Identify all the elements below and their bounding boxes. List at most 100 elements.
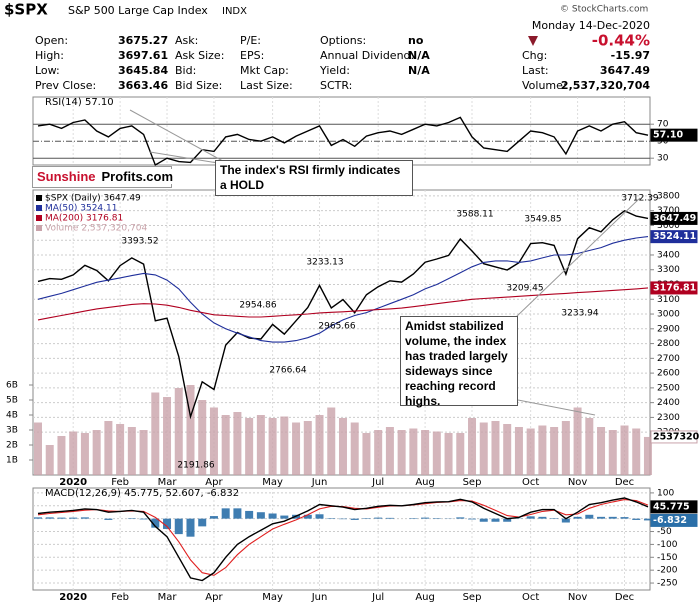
- y-tick-label: 3400: [657, 250, 680, 260]
- bar: [479, 422, 488, 475]
- bar: [421, 517, 430, 519]
- value-badge: [650, 513, 698, 527]
- x-tick-label: Aug: [415, 477, 435, 488]
- value-badge-label: 45.775: [653, 501, 690, 512]
- field-value: 2,537,320,704: [561, 79, 650, 92]
- bar: [643, 436, 652, 475]
- bar: [362, 433, 371, 475]
- series-line: [37, 287, 649, 321]
- field-label: Bid:: [175, 64, 196, 77]
- x-tick-label: Nov: [568, 477, 588, 488]
- bar: [34, 517, 42, 519]
- x-tick-label: Jun: [311, 592, 328, 603]
- bar: [80, 433, 89, 475]
- legend-swatch: [36, 225, 42, 231]
- symbol: $SPX: [4, 1, 48, 19]
- y-tick-label: -200: [657, 566, 678, 576]
- bar: [338, 418, 347, 475]
- bar: [550, 427, 559, 475]
- bar: [374, 430, 383, 475]
- value-badge: [650, 128, 698, 142]
- value-badge-label: 3647.49: [653, 213, 696, 224]
- series-line: [37, 497, 649, 582]
- field-label: Open:: [35, 34, 68, 47]
- x-tick-label: Jun: [311, 477, 328, 488]
- bar: [385, 517, 394, 519]
- bar: [608, 430, 617, 475]
- bar: [198, 400, 207, 475]
- bar: [127, 518, 136, 519]
- pointers: [129, 109, 641, 416]
- series-line: [37, 116, 649, 167]
- bar: [245, 418, 254, 475]
- y-tick-label: 3300: [657, 265, 680, 275]
- y-tick-label: 2400: [657, 398, 680, 408]
- x-tick-label: Dec: [615, 592, 634, 603]
- pointer: [129, 109, 231, 166]
- field-label: Last:: [522, 64, 549, 77]
- bar: [573, 516, 582, 519]
- bar: [385, 427, 394, 475]
- field-label: Mkt Cap:: [240, 64, 289, 77]
- down-arrow: [528, 36, 538, 46]
- legend-entry: MA(200) 3176.81: [45, 214, 123, 224]
- y-tick-label: 100: [657, 488, 674, 498]
- bar: [526, 428, 535, 475]
- y-tick-label: 30: [657, 154, 669, 164]
- bar: [280, 416, 289, 475]
- y-tick-label: 2800: [657, 339, 680, 349]
- bar: [69, 431, 78, 475]
- bar: [468, 418, 477, 475]
- value-badge: [650, 281, 698, 295]
- panel-title: RSI(14) 57.10: [45, 97, 114, 108]
- y-tick-label: 3000: [657, 310, 680, 320]
- bar: [280, 515, 289, 519]
- price-label: 2965.66: [318, 322, 355, 332]
- field-label: SCTR:: [320, 79, 352, 92]
- field-label: Chg:: [522, 49, 547, 62]
- bar: [503, 424, 512, 475]
- field-label: Prev Close:: [35, 79, 96, 92]
- value-badge-label: 3524.11: [653, 231, 696, 242]
- price-label: 3209.45: [506, 284, 543, 294]
- field-value: -0.44%: [592, 32, 650, 50]
- field-label: Low:: [35, 64, 60, 77]
- bar: [432, 431, 441, 475]
- x-tick-label: Apr: [205, 477, 223, 488]
- x-tick-label: Apr: [205, 592, 223, 603]
- index-name: S&P 500 Large Cap Index: [68, 4, 208, 17]
- price-label: 3393.52: [121, 237, 158, 247]
- field-label: Bid Size:: [175, 79, 222, 92]
- bar: [456, 517, 465, 519]
- bar: [127, 427, 136, 475]
- value-badge: [650, 211, 698, 225]
- price-label: 3233.13: [306, 258, 343, 268]
- bar: [151, 392, 160, 475]
- bar: [456, 433, 465, 475]
- y-tick-label: -100: [657, 540, 678, 550]
- y-tick-label: 50: [657, 137, 669, 147]
- y-tick-label: 2500: [657, 383, 680, 393]
- x-tick-label: 2020: [59, 592, 87, 603]
- x-tick-label: Sep: [463, 477, 482, 488]
- price-label: 2766.64: [269, 366, 306, 376]
- field-value: no: [408, 34, 424, 47]
- bar: [186, 518, 195, 537]
- bar: [163, 397, 172, 475]
- bar: [151, 518, 160, 528]
- bar: [338, 518, 347, 520]
- bar: [514, 427, 523, 475]
- bar: [409, 518, 418, 519]
- y-tick-label: -150: [657, 553, 678, 563]
- x-tick-label: Feb: [111, 477, 129, 488]
- bar: [268, 513, 277, 519]
- header: $SPX S&P 500 Large Cap Index INDX © Stoc…: [4, 1, 650, 46]
- y2-tick-label: 1B: [6, 456, 18, 466]
- bar: [468, 518, 477, 520]
- y-tick-label: -50: [657, 527, 672, 537]
- bar: [80, 517, 89, 519]
- pointer: [514, 197, 641, 319]
- bar: [597, 516, 606, 519]
- bar: [268, 418, 277, 475]
